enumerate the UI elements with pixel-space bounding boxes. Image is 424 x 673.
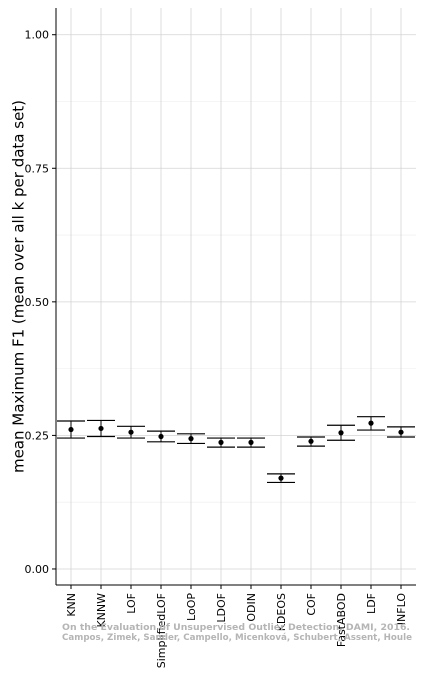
error-bar [207,437,235,448]
watermark-line-1: On the Evaluation of Unsupervised Outlie… [62,623,410,633]
x-tick-label: ODIN [245,593,258,622]
error-bar [267,473,295,484]
error-bar [147,430,175,443]
x-tick-label: LDF [365,593,378,614]
y-ticks: 0.00 0.25 0.50 0.75 1.00 [25,29,56,576]
error-bar [357,416,385,431]
mean-point [218,439,224,445]
grid-major-lines [56,8,416,585]
x-tick-label: LOF [125,593,138,614]
mean-point [368,420,374,426]
error-bar [387,426,415,438]
x-tick-label: KNN [65,593,78,617]
mean-point [248,439,254,445]
y-tick-label: 0.00 [25,563,50,576]
axes [55,8,416,586]
error-bar [57,420,85,439]
y-tick-label: 0.75 [25,162,50,175]
mean-point [68,426,74,433]
x-tick-label: KDEOS [275,593,288,631]
grid-minor-lines [56,101,416,503]
mean-point [158,433,164,440]
x-tick-label: INFLO [395,593,408,626]
mean-point [128,429,134,435]
x-tick-label: FastABOD [335,593,348,647]
mean-point [398,429,404,435]
error-bar [237,437,265,448]
y-tick-label: 1.00 [25,29,50,42]
x-tick-label: LoOP [185,593,198,621]
y-tick-label: 0.25 [25,429,50,442]
x-tick-label: LDOF [215,593,228,623]
y-tick-label: 0.50 [25,296,50,309]
mean-point [188,436,194,442]
error-bar [87,419,115,438]
x-tick-label: KNNW [95,593,108,628]
y-axis-title: mean Maximum F1 (mean over all k per dat… [10,100,28,473]
error-bar [297,436,325,447]
mean-point [98,425,104,432]
x-ticks: KNN KNNW LOF SimplifiedLOF LoOP LDOF ODIN KDEOS… [65,585,408,668]
error-bar [177,433,205,445]
mean-point [308,438,314,444]
error-bar [117,425,145,439]
x-tick-label: SimplifiedLOF [155,593,168,668]
mean-point [338,430,344,436]
error-bars [57,416,415,484]
error-bar [327,424,355,441]
x-tick-label: COF [305,593,318,616]
mean-point [278,475,284,481]
watermark-line-2: Campos, Zimek, Sander, Campello, Micenko… [62,633,412,643]
watermark: On the Evaluation of Unsupervised Outlie… [62,623,412,643]
